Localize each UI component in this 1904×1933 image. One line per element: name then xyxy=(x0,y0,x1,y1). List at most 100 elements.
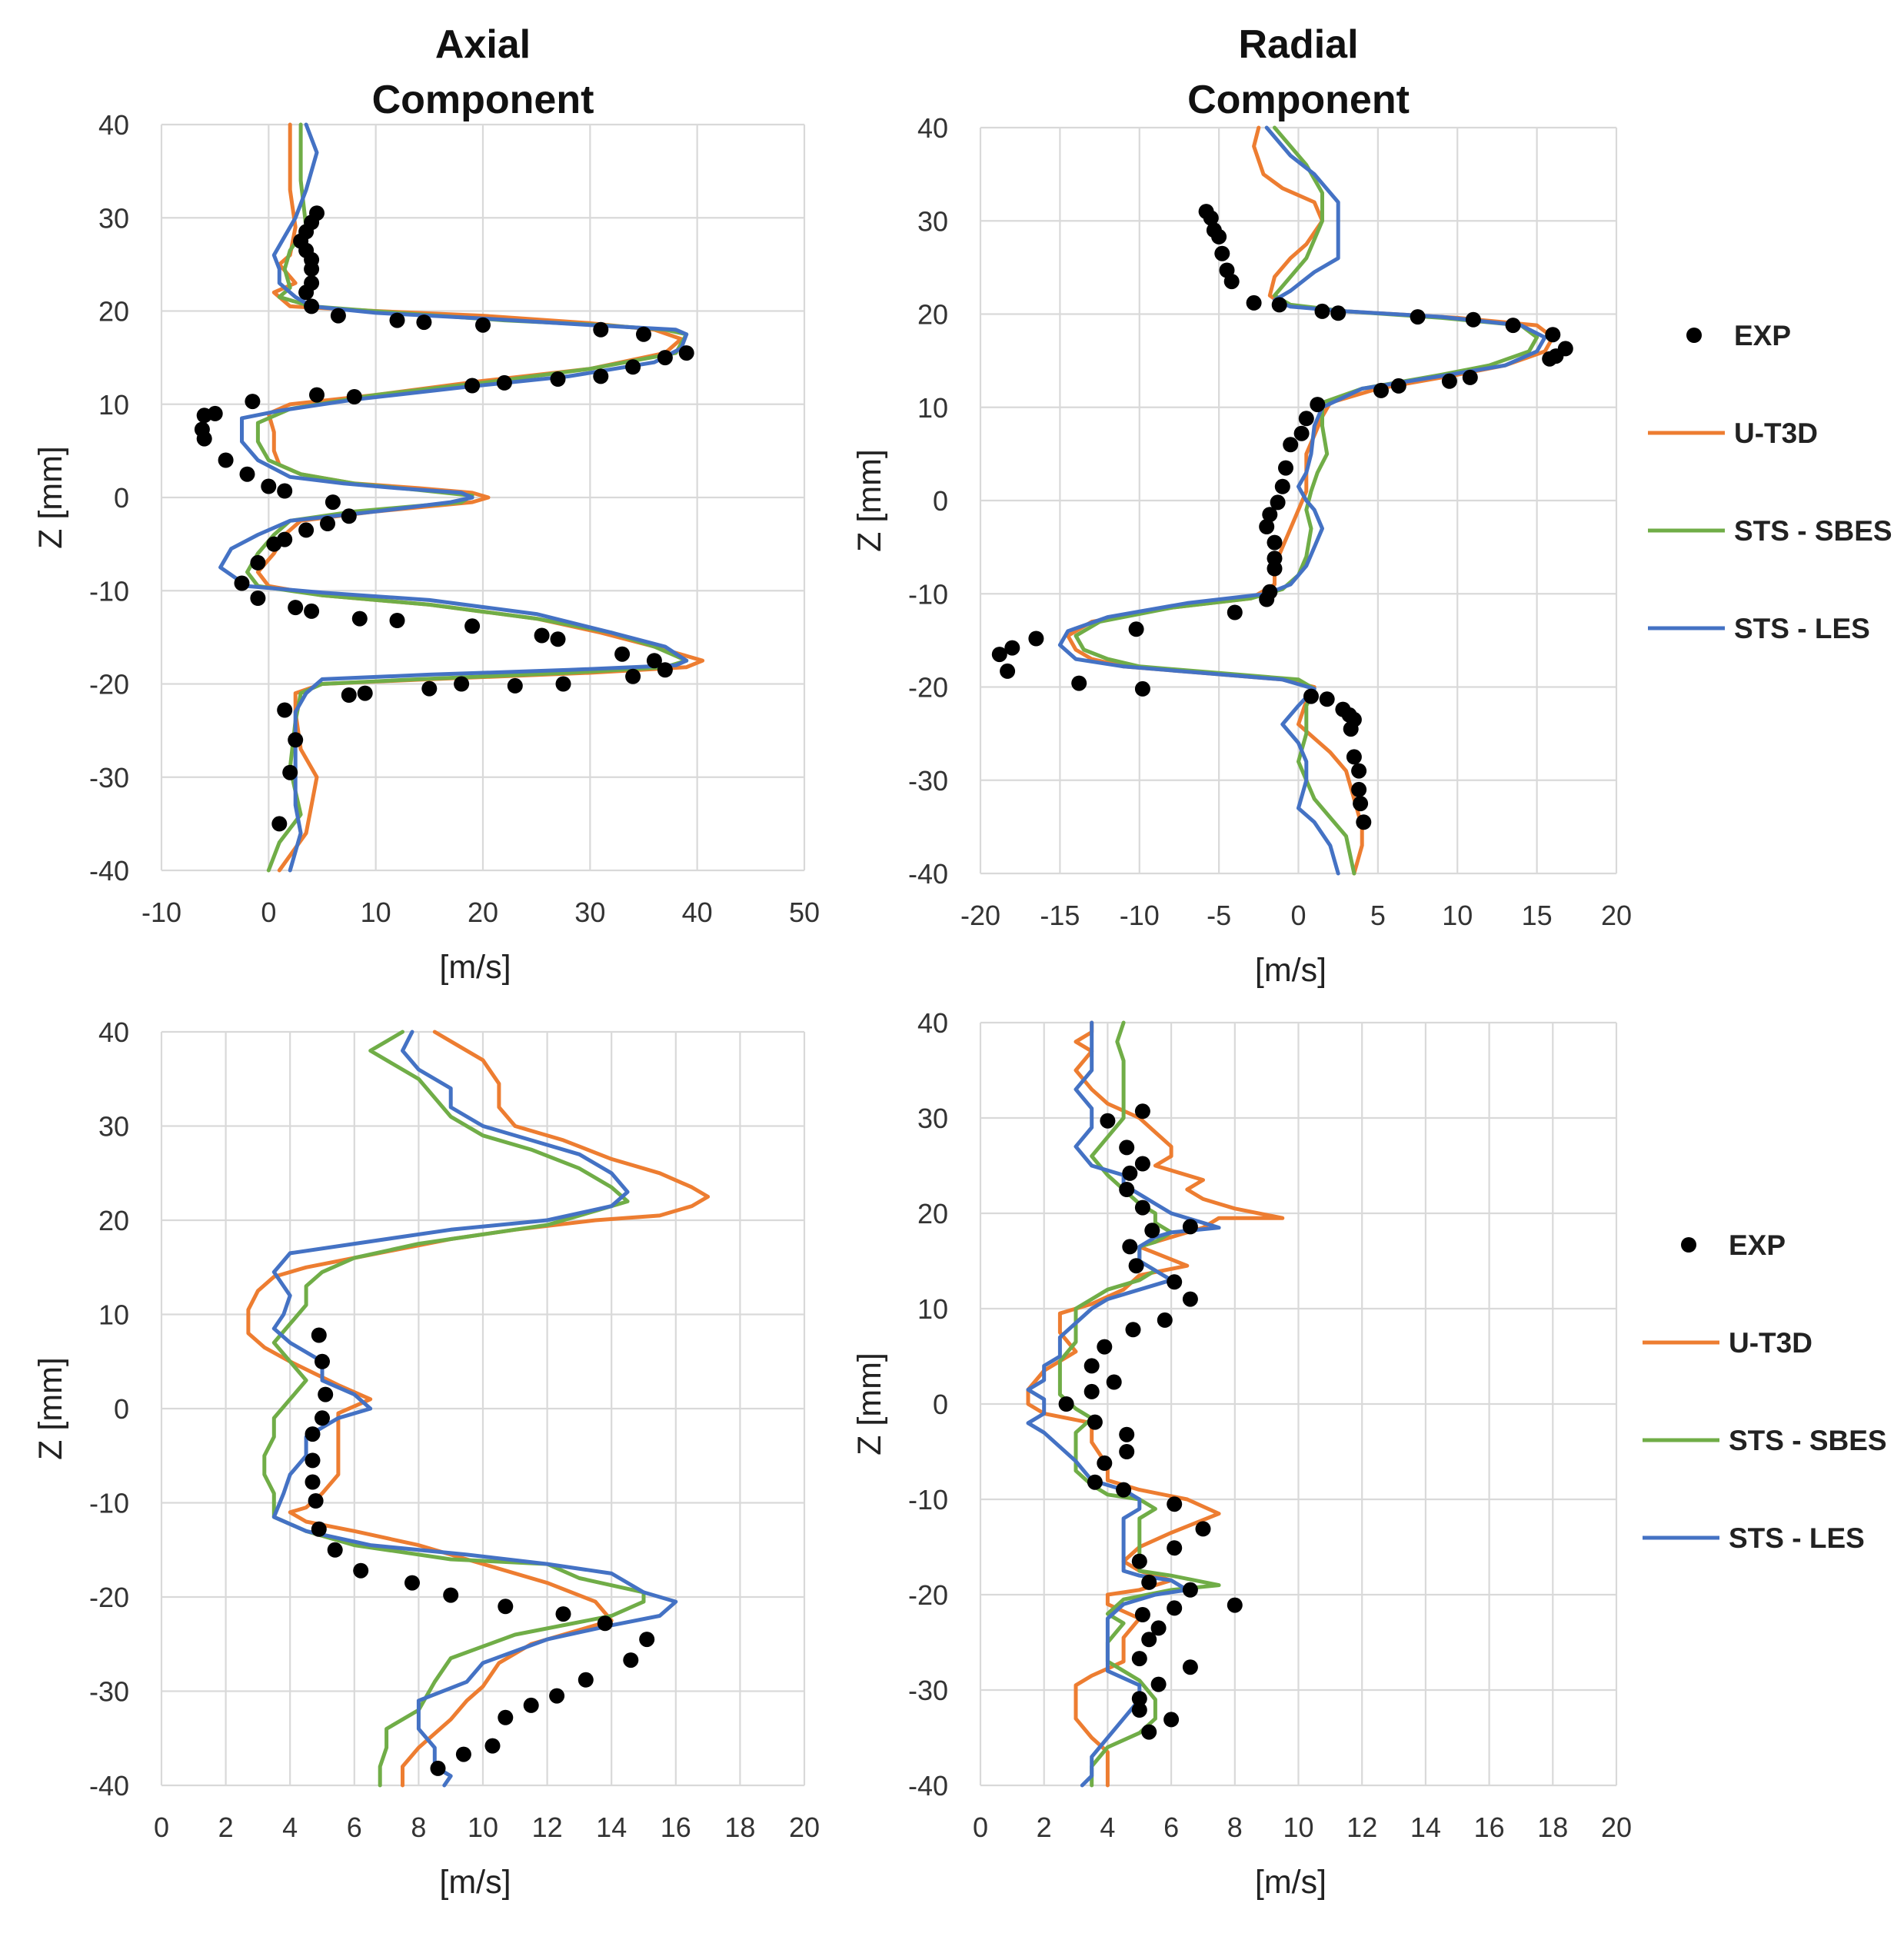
exp-point xyxy=(1134,1156,1150,1172)
exp-point xyxy=(678,345,694,361)
exp-point xyxy=(1058,1396,1074,1412)
exp-point xyxy=(1330,305,1346,321)
series-line-sts-sbes xyxy=(262,1030,646,1788)
x-tick-label: 4 xyxy=(1100,1812,1115,1843)
exp-point xyxy=(266,536,282,552)
exp-point xyxy=(614,646,631,662)
x-tick-label: 8 xyxy=(1227,1812,1243,1843)
x-tick-label: -10 xyxy=(141,897,181,928)
exp-point xyxy=(304,298,320,314)
x-tick-label: 0 xyxy=(261,897,276,928)
y-tick-label: 0 xyxy=(114,1393,129,1425)
exp-point xyxy=(389,312,405,328)
panel-axial-top: -10 0 10 20 30 40 50 -40 -30 -20 -10 0 10 20 30 40 [m/s]… xyxy=(32,22,820,986)
legend-bottom: EXP U-T3D STS - SBES STS - LES xyxy=(1643,1229,1887,1554)
legend-label-u-t3d: U-T3D xyxy=(1729,1327,1812,1359)
exp-point xyxy=(353,1562,369,1579)
exp-point xyxy=(455,1746,471,1762)
exp-point xyxy=(298,284,315,301)
x-tick-label: 2 xyxy=(218,1812,234,1843)
y-tick-label: 10 xyxy=(917,1293,948,1325)
y-tick-label: 40 xyxy=(98,1016,129,1048)
x-tick-label: 18 xyxy=(724,1812,755,1843)
y-tick-label: -30 xyxy=(908,1675,948,1706)
exp-point xyxy=(315,1353,330,1369)
exp-point xyxy=(1163,1712,1180,1728)
exp-point xyxy=(550,631,566,647)
exp-point xyxy=(1087,1414,1103,1430)
x-tick-label: 50 xyxy=(789,897,820,928)
x-tick-label: 0 xyxy=(154,1812,169,1843)
y-axis-label: Z [mm] xyxy=(851,1352,888,1456)
exp-point xyxy=(308,1493,324,1509)
exp-point xyxy=(578,1672,594,1688)
exp-point xyxy=(271,816,288,832)
x-tick-label: 16 xyxy=(1474,1812,1505,1843)
exp-point xyxy=(311,1521,327,1537)
exp-point xyxy=(1131,1553,1147,1569)
exp-point xyxy=(277,483,293,499)
exp-point xyxy=(305,1426,321,1442)
exp-point xyxy=(1125,1322,1141,1338)
exp-point xyxy=(1246,294,1262,311)
exp-point xyxy=(1000,663,1016,679)
panel-radial-bottom: 0 2 4 6 8 10 12 14 16 18 20 -40 -30 -20 -10 0 10 20 30 40 [m… xyxy=(851,1007,1632,1901)
exp-point xyxy=(1144,1223,1160,1239)
exp-point xyxy=(1267,534,1283,551)
exp-point xyxy=(657,662,673,678)
title-line-1: Radial xyxy=(1238,22,1358,67)
exp-point xyxy=(327,1542,343,1558)
y-tick-label: -10 xyxy=(908,578,948,610)
exp-point xyxy=(239,466,255,482)
x-axis-label: [m/s] xyxy=(1255,1864,1326,1901)
legend-top: EXP U-T3D STS - SBES STS - LES xyxy=(1648,320,1892,644)
exp-point xyxy=(496,374,512,391)
exp-point xyxy=(1167,1496,1183,1512)
x-tick-label: 0 xyxy=(1290,900,1306,931)
series-line-u-t3d xyxy=(1026,1020,1285,1788)
exp-point xyxy=(1203,210,1219,226)
exp-point xyxy=(341,687,357,703)
exp-point xyxy=(1071,675,1087,691)
exp-point xyxy=(430,1760,446,1776)
exp-point xyxy=(625,359,641,375)
exp-point xyxy=(555,1606,571,1622)
chart-title: Axial Component xyxy=(372,22,594,122)
exp-point xyxy=(196,431,212,447)
y-tick-label: 40 xyxy=(917,112,948,144)
exp-point xyxy=(1097,1339,1113,1355)
legend-label-exp: EXP xyxy=(1734,320,1791,351)
exp-point xyxy=(597,1615,613,1632)
x-tick-label: 10 xyxy=(1283,1812,1313,1843)
exp-point xyxy=(1083,1358,1100,1374)
exp-point xyxy=(218,452,234,468)
y-tick-label: 20 xyxy=(917,299,948,331)
y-tick-label: 20 xyxy=(98,296,129,328)
exp-point xyxy=(309,387,325,403)
exp-point xyxy=(555,676,571,692)
exp-point xyxy=(250,591,266,606)
exp-point xyxy=(1141,1574,1157,1590)
exp-point xyxy=(1119,1182,1135,1197)
exp-point xyxy=(1298,411,1314,427)
exp-point xyxy=(282,764,298,780)
y-tick-label: -20 xyxy=(908,1579,948,1611)
exp-point xyxy=(1119,1140,1135,1156)
exp-point xyxy=(305,1452,321,1469)
y-tick-label: -30 xyxy=(89,762,129,793)
y-tick-label: 40 xyxy=(98,109,129,141)
exp-point xyxy=(1462,369,1478,385)
exp-point xyxy=(484,1738,501,1754)
x-tick-label: -10 xyxy=(1120,900,1160,931)
exp-point xyxy=(1227,604,1243,620)
legend-label-sts-sbes: STS - SBES xyxy=(1729,1425,1887,1456)
exp-point xyxy=(1262,507,1278,523)
exp-point xyxy=(1303,688,1319,704)
exp-point xyxy=(245,394,261,410)
x-axis-label: [m/s] xyxy=(439,949,511,986)
x-tick-label: 6 xyxy=(347,1812,362,1843)
y-tick-label: 20 xyxy=(98,1205,129,1236)
x-tick-label: 14 xyxy=(596,1812,627,1843)
title-line-2: Component xyxy=(372,78,594,122)
exp-point xyxy=(1116,1482,1132,1498)
